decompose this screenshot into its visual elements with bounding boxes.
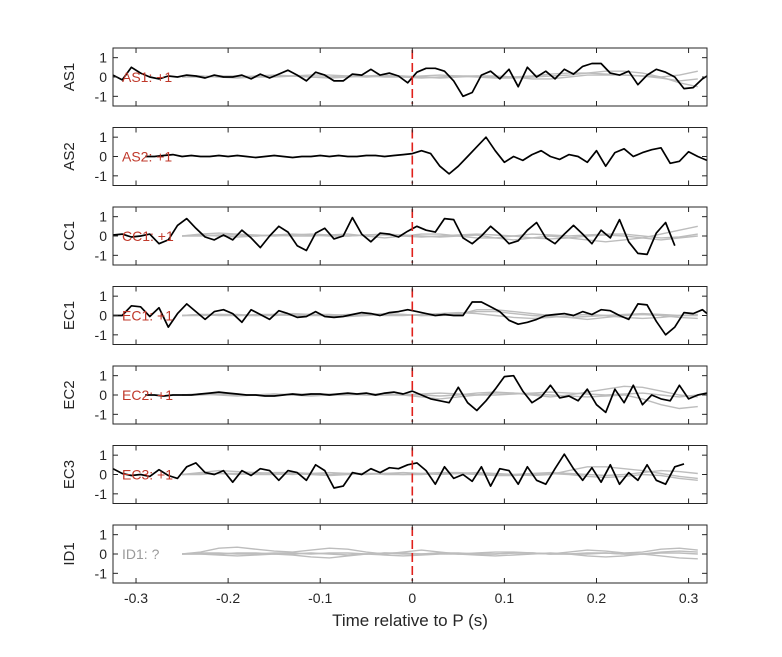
x-tick-label: -0.1 [308,590,332,606]
y-tick-label-as2: -1 [95,168,108,184]
panel-id1: ID1: ? -1 0 1 ID1 -0.3 -0.2 -0.1 0 0.1 0.2 0.3 [61,524,708,606]
annotation-ec1: EC1: +1 [122,308,173,324]
x-tick-label: -0.3 [124,590,148,606]
y-axis-label-ec1: EC1 [61,301,78,330]
y-tick-label-as2: 0 [99,149,107,165]
y-tick-label-as1: 0 [99,69,107,85]
y-tick-label-as1: 1 [99,50,107,66]
gray-trace-as1-3 [182,70,698,88]
annotation-id1: ID1: ? [122,546,160,562]
panel-as2: AS2: +1 -1 0 1 AS2 [61,127,708,186]
y-tick-label-ec1: -1 [95,327,108,343]
x-tick-label: 0.2 [587,590,607,606]
y-axis-label-id1: ID1 [61,542,78,565]
annotation-ec3: EC3: +1 [122,467,173,483]
annotation-as1: AS1: +1 [122,69,172,85]
x-tick-label: 0 [408,590,416,606]
black-trace-ec2 [145,374,707,414]
panel-as1: AS1: +1 -1 0 1 AS1 [61,47,708,107]
x-tick-label: 0.3 [679,590,699,606]
x-tick-label: -0.2 [216,590,240,606]
y-tick-label-ec3: -1 [95,486,108,502]
gray-trace-id1-2 [182,546,698,555]
y-tick-label-as1: -1 [95,88,108,104]
x-axis-label: Time relative to P (s) [332,611,488,630]
black-trace-cc1 [113,216,676,256]
y-axis-label-as1: AS1 [61,63,78,91]
panel-ec1: EC1: +1 -1 0 1 EC1 [61,286,708,345]
black-trace-as2 [145,136,707,175]
black-trace-as1 [113,62,707,98]
panel-ec2: EC2: +1 -1 0 1 EC2 [61,365,708,425]
y-axis-label-cc1: CC1 [61,221,78,251]
y-axis-label-ec3: EC3 [61,460,78,489]
y-tick-label-cc1: 0 [99,228,107,244]
y-tick-label-cc1: -1 [95,247,108,263]
annotation-as2: AS2: +1 [122,149,172,165]
y-tick-label-ec1: 1 [99,288,107,304]
panel-cc1: CC1: +1 -1 0 1 CC1 [61,206,708,266]
gray-trace-ec3-3 [182,472,698,481]
y-tick-label-cc1: 1 [99,209,107,225]
x-tick-label: 0.1 [495,590,515,606]
y-tick-label-ec2: 0 [99,387,107,403]
gray-trace-id1-4 [182,550,698,556]
y-axis-label-as2: AS2 [61,142,78,170]
y-axis-label-ec2: EC2 [61,380,78,409]
black-trace-ec1 [113,301,707,336]
y-tick-label-ec3: 1 [99,447,107,463]
gray-trace-ec1-3 [182,311,698,320]
y-tick-label-ec2: 1 [99,368,107,384]
annotation-cc1: CC1: +1 [122,228,174,244]
y-tick-label-id1: -1 [95,565,108,581]
y-tick-label-ec1: 0 [99,308,107,324]
y-tick-label-as2: 1 [99,129,107,145]
panel-ec3: EC3: +1 -1 0 1 EC3 [61,445,708,504]
y-tick-label-id1: 0 [99,546,107,562]
annotation-ec2: EC2: +1 [122,387,173,403]
y-tick-label-id1: 1 [99,527,107,543]
gray-trace-ec3-2 [182,469,698,477]
y-tick-label-ec2: -1 [95,406,108,422]
y-tick-label-ec3: 0 [99,467,107,483]
black-trace-ec3 [113,453,685,489]
